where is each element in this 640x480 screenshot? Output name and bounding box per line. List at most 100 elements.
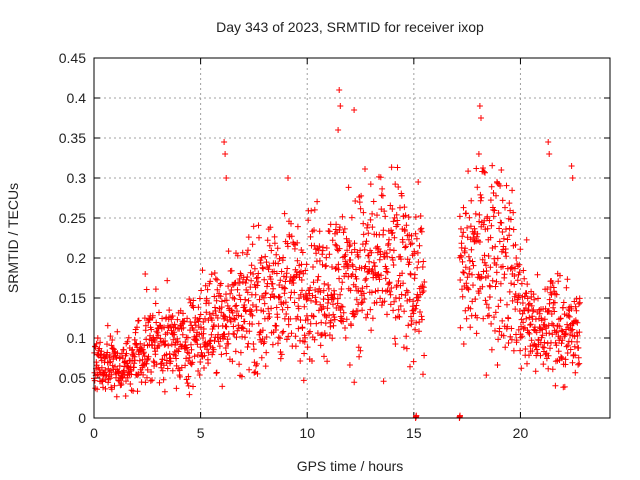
data-point (493, 192, 499, 199)
data-point (238, 313, 245, 320)
data-point (507, 216, 514, 223)
data-point (337, 291, 344, 298)
data-point (516, 292, 522, 299)
data-point (312, 294, 319, 301)
data-point (326, 312, 333, 319)
data-point (148, 326, 155, 333)
data-point (311, 206, 318, 213)
data-point (327, 323, 334, 330)
data-point (236, 292, 243, 299)
data-point (560, 299, 567, 306)
data-point (202, 282, 209, 289)
data-point (267, 224, 274, 231)
data-point (555, 348, 562, 355)
data-point (558, 340, 565, 347)
data-point (144, 357, 151, 363)
data-point (247, 306, 254, 313)
data-point (502, 344, 509, 351)
plot-frame (93, 57, 611, 419)
data-point (314, 198, 321, 205)
data-point (222, 323, 229, 330)
data-point (196, 315, 203, 322)
data-point (524, 295, 531, 302)
data-point (476, 239, 483, 245)
data-point (327, 221, 334, 228)
data-point (267, 276, 274, 283)
data-point (195, 304, 202, 311)
data-point (400, 344, 407, 351)
data-point (462, 264, 469, 271)
data-point (355, 344, 362, 351)
data-point (545, 352, 552, 359)
data-point (562, 361, 569, 368)
data-point (391, 298, 398, 305)
data-point (98, 364, 105, 371)
data-point (569, 326, 576, 333)
data-point (388, 285, 395, 291)
data-point (297, 358, 304, 364)
data-point (165, 342, 172, 349)
data-point (463, 210, 470, 217)
y-axis-label: SRMTID / TECUs (5, 183, 21, 293)
data-point (218, 351, 225, 358)
data-point (284, 243, 291, 250)
data-point (402, 243, 409, 250)
data-point (398, 291, 405, 298)
data-point (310, 279, 317, 286)
data-point (291, 289, 298, 296)
data-point (352, 311, 358, 318)
data-point (466, 214, 473, 221)
data-point (236, 280, 243, 286)
data-point (261, 276, 268, 283)
data-point (231, 315, 237, 322)
data-point (412, 305, 419, 312)
data-point (285, 321, 292, 328)
data-point (391, 335, 398, 342)
data-point (140, 361, 147, 368)
data-point (209, 351, 216, 358)
data-point (242, 334, 248, 341)
data-point (519, 333, 526, 340)
data-point (299, 249, 306, 256)
data-point (408, 313, 414, 320)
data-point (321, 280, 328, 287)
data-point (265, 266, 272, 273)
data-point (410, 298, 417, 305)
data-point (462, 245, 469, 252)
data-point (345, 184, 352, 191)
data-point (282, 285, 289, 292)
data-point (478, 273, 485, 280)
data-point (340, 318, 347, 325)
data-point (500, 332, 507, 339)
data-point (387, 291, 394, 298)
data-point (239, 249, 246, 256)
data-point (180, 324, 187, 331)
data-point (360, 290, 367, 297)
data-point (512, 306, 519, 313)
data-point (575, 344, 582, 351)
data-point (526, 314, 533, 321)
data-point (320, 296, 327, 303)
data-point (206, 311, 213, 318)
data-point (142, 271, 149, 277)
data-point (530, 306, 537, 313)
data-point (166, 307, 173, 314)
data-points (91, 87, 583, 421)
data-point (313, 250, 320, 257)
data-point (358, 192, 365, 199)
data-point (479, 283, 486, 290)
data-point (556, 323, 563, 330)
data-point (346, 238, 353, 244)
data-point (159, 356, 166, 363)
data-point (292, 343, 299, 350)
data-point (493, 269, 500, 276)
data-point (573, 318, 580, 325)
data-point (130, 350, 137, 357)
data-point (386, 236, 392, 243)
data-point (319, 331, 325, 338)
data-point (294, 257, 301, 264)
data-point (213, 369, 220, 376)
data-point (497, 280, 504, 287)
data-point (364, 311, 371, 318)
